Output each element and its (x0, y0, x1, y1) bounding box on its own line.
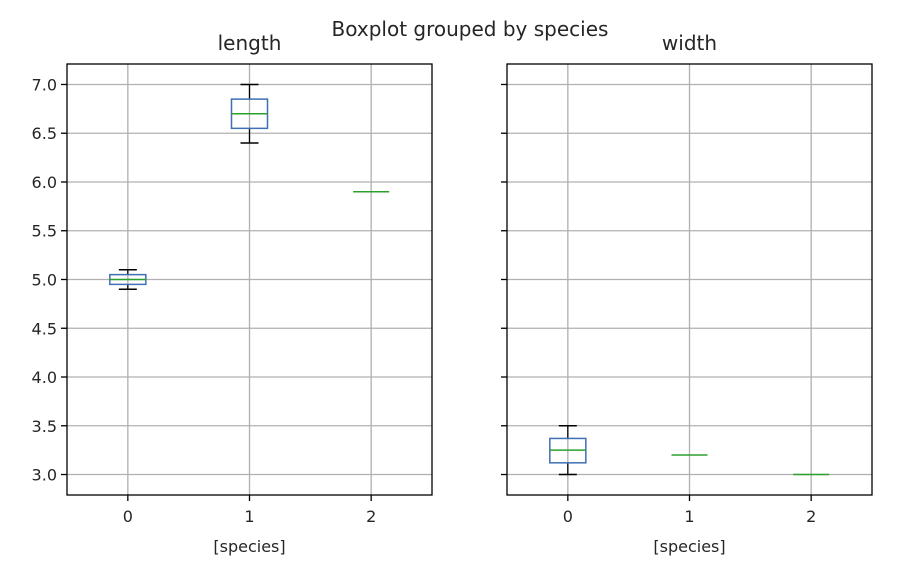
y-tick-label: 6.5 (32, 124, 57, 143)
panel-width: 0 1 2 width [species] (501, 31, 873, 556)
x-tick-label: 2 (806, 507, 816, 526)
figure-title: Boxplot grouped by species (332, 17, 609, 41)
y-tick-label: 6.0 (32, 173, 57, 192)
box-length-0 (109, 268, 147, 291)
panel-length: 3.0 3.5 4.0 4.5 5.0 5.5 6.0 6.5 7.0 0 1 2 length [spe… (32, 31, 433, 556)
y-tick-label: 5.0 (32, 271, 57, 290)
box-length-1 (230, 83, 269, 144)
x-tick-label: 0 (563, 507, 573, 526)
x-tick-label: 1 (684, 507, 694, 526)
y-tick-label: 3.5 (32, 417, 57, 436)
panel-title: width (662, 31, 717, 55)
box-width-0 (549, 425, 587, 476)
x-tick-label: 2 (366, 507, 376, 526)
y-tick-label: 5.5 (32, 222, 57, 241)
y-tick-label: 7.0 (32, 75, 57, 94)
y-tick-label: 4.0 (32, 368, 57, 387)
y-tick-label: 4.5 (32, 319, 57, 338)
y-tick-label: 3.0 (32, 466, 57, 485)
x-tick-label: 1 (244, 507, 254, 526)
panel-title: length (218, 31, 282, 55)
x-axis-label: [species] (653, 537, 725, 556)
x-tick-label: 0 (123, 507, 133, 526)
x-axis-label: [species] (213, 537, 285, 556)
panels: 3.0 3.5 4.0 4.5 5.0 5.5 6.0 6.5 7.0 0 1 2 length [spe… (32, 31, 873, 556)
